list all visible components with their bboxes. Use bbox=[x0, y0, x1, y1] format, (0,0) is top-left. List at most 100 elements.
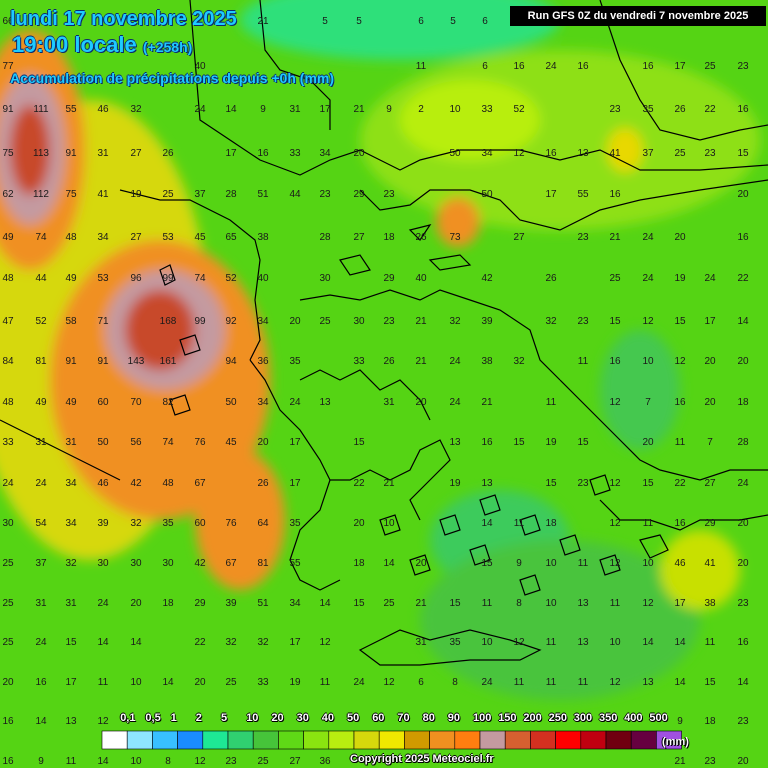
grid-value: 46 bbox=[97, 104, 109, 115]
grid-value: 16 bbox=[642, 61, 654, 72]
grid-value: 46 bbox=[674, 558, 686, 569]
grid-value: 12 bbox=[194, 756, 206, 767]
grid-value: 52 bbox=[513, 104, 525, 115]
grid-value: 27 bbox=[353, 232, 365, 243]
legend-threshold-label: 80 bbox=[422, 712, 435, 724]
grid-value: 15 bbox=[704, 677, 716, 688]
grid-value: 7 bbox=[645, 397, 651, 408]
grid-value: 52 bbox=[35, 316, 47, 327]
grid-value: 25 bbox=[383, 598, 395, 609]
grid-value: 24 bbox=[35, 478, 47, 489]
grid-value: 15 bbox=[577, 437, 589, 448]
grid-value: 51 bbox=[257, 189, 269, 200]
grid-value: 29 bbox=[194, 598, 206, 609]
grid-value: 11 bbox=[514, 677, 525, 688]
grid-value: 21 bbox=[481, 397, 493, 408]
grid-value: 23 bbox=[737, 598, 749, 609]
grid-value: 31 bbox=[383, 397, 395, 408]
grid-value: 11 bbox=[578, 677, 589, 688]
grid-value: 10 bbox=[130, 677, 142, 688]
grid-value: 74 bbox=[194, 273, 206, 284]
grid-value: 8 bbox=[452, 677, 458, 688]
grid-value: 20 bbox=[353, 518, 365, 529]
grid-value: 10 bbox=[642, 356, 654, 367]
grid-value: 161 bbox=[160, 356, 177, 367]
grid-value: 17 bbox=[289, 437, 301, 448]
grid-value: 16 bbox=[2, 716, 14, 727]
grid-value: 34 bbox=[289, 598, 301, 609]
grid-value: 26 bbox=[257, 478, 269, 489]
grid-value: 16 bbox=[737, 637, 749, 648]
grid-value: 11 bbox=[66, 756, 77, 767]
grid-value: 27 bbox=[513, 232, 525, 243]
field-orange-northeast bbox=[436, 197, 480, 247]
grid-value: 32 bbox=[513, 356, 525, 367]
grid-value: 28 bbox=[319, 232, 331, 243]
grid-value: 45 bbox=[194, 232, 206, 243]
grid-value: 168 bbox=[160, 316, 177, 327]
grid-value: 111 bbox=[33, 104, 49, 115]
grid-value: 10 bbox=[545, 558, 557, 569]
grid-value: 42 bbox=[194, 558, 206, 569]
grid-value: 74 bbox=[35, 232, 47, 243]
grid-value: 10 bbox=[449, 104, 461, 115]
grid-value: 20 bbox=[737, 756, 749, 767]
grid-value: 14 bbox=[225, 104, 237, 115]
grid-value: 23 bbox=[577, 478, 589, 489]
grid-value: 13 bbox=[65, 716, 77, 727]
grid-value: 24 bbox=[289, 397, 301, 408]
grid-value: 113 bbox=[33, 148, 49, 159]
grid-value: 20 bbox=[737, 356, 749, 367]
grid-value: 71 bbox=[97, 316, 109, 327]
grid-value: 23 bbox=[577, 232, 589, 243]
grid-value: 25 bbox=[2, 637, 14, 648]
grid-value: 15 bbox=[65, 637, 77, 648]
grid-value: 77 bbox=[2, 61, 14, 72]
grid-value: 17 bbox=[674, 598, 686, 609]
grid-value: 9 bbox=[260, 104, 266, 115]
grid-value: 12 bbox=[609, 518, 621, 529]
grid-value: 19 bbox=[130, 189, 142, 200]
grid-value: 75 bbox=[2, 148, 14, 159]
grid-value: 40 bbox=[194, 61, 206, 72]
grid-value: 11 bbox=[546, 677, 557, 688]
grid-value: 40 bbox=[415, 273, 427, 284]
grid-value: 30 bbox=[319, 273, 331, 284]
grid-value: 20 bbox=[415, 397, 427, 408]
grid-value: 19 bbox=[289, 677, 301, 688]
grid-value: 20 bbox=[289, 316, 301, 327]
grid-value: 11 bbox=[482, 598, 493, 609]
variable-title: Accumulation de précipitations depuis +0… bbox=[10, 70, 334, 86]
grid-value: 91 bbox=[65, 356, 77, 367]
grid-value: 11 bbox=[675, 437, 686, 448]
grid-value: 19 bbox=[545, 437, 557, 448]
grid-value: 14 bbox=[737, 316, 749, 327]
legend-threshold-label: 60 bbox=[372, 712, 385, 724]
grid-value: 16 bbox=[609, 189, 621, 200]
grid-value: 46 bbox=[97, 478, 109, 489]
legend-threshold-label: 70 bbox=[397, 712, 410, 724]
grid-value: 23 bbox=[609, 104, 621, 115]
grid-value: 11 bbox=[643, 518, 654, 529]
grid-value: 76 bbox=[194, 437, 206, 448]
grid-value: 18 bbox=[704, 716, 716, 727]
grid-value: 24 bbox=[97, 598, 109, 609]
grid-value: 49 bbox=[65, 397, 77, 408]
grid-value: 24 bbox=[194, 104, 206, 115]
forecast-date-title: lundi 17 novembre 2025 bbox=[10, 8, 237, 30]
grid-value: 14 bbox=[97, 637, 109, 648]
grid-value: 5 bbox=[356, 16, 362, 27]
grid-value: 18 bbox=[383, 232, 395, 243]
grid-value: 13 bbox=[642, 677, 654, 688]
grid-value: 39 bbox=[481, 316, 493, 327]
grid-value: 99 bbox=[194, 316, 206, 327]
grid-value: 35 bbox=[162, 518, 174, 529]
grid-value: 15 bbox=[481, 558, 493, 569]
forecast-lead-time: (+258h) bbox=[142, 39, 193, 55]
grid-value: 10 bbox=[383, 518, 395, 529]
grid-value: 18 bbox=[737, 397, 749, 408]
grid-value: 81 bbox=[257, 558, 269, 569]
grid-value: 16 bbox=[577, 61, 589, 72]
grid-value: 35 bbox=[449, 637, 461, 648]
